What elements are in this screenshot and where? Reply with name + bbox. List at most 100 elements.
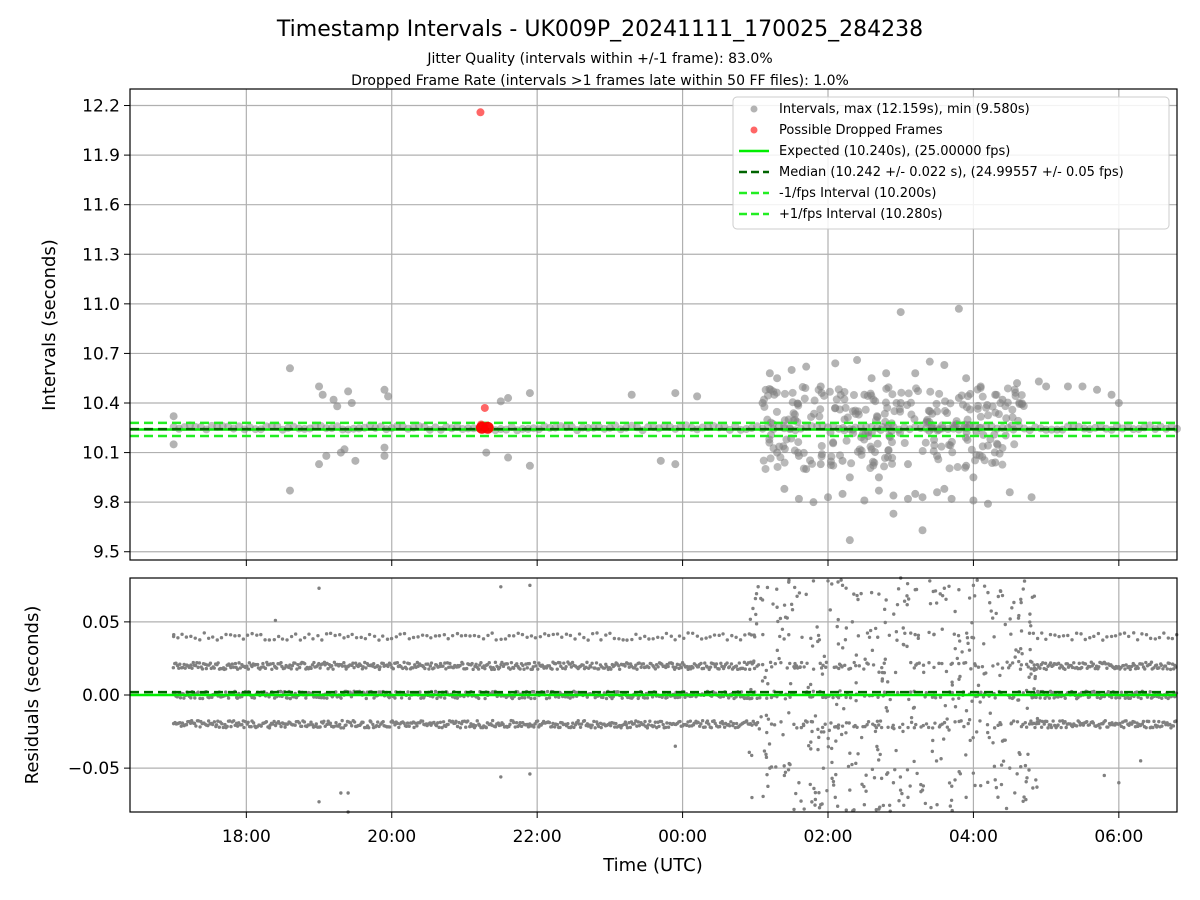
residual-band-point [394, 635, 399, 639]
residual-band-point [557, 695, 561, 699]
residual-cluster-point [854, 653, 859, 657]
residual-band-point [985, 723, 990, 727]
residual-band-point [769, 695, 774, 700]
residual-cluster-point [778, 616, 783, 621]
residual-point [949, 798, 954, 802]
residual-cluster-point [783, 615, 788, 619]
residual-cluster-point [852, 592, 856, 596]
residual-cluster-point [790, 608, 795, 612]
residual-cluster-point [862, 667, 866, 671]
residual-band-point [684, 723, 689, 728]
interval-point [860, 496, 869, 505]
residual-point [869, 590, 874, 595]
x-tick-label: 20:00 [367, 827, 416, 847]
residual-band-point [344, 723, 348, 727]
interval-cluster-point [974, 401, 983, 410]
residual-point [1117, 781, 1121, 785]
residual-band-point [589, 665, 593, 669]
residual-band-point [648, 719, 652, 723]
interval-cluster-point [826, 457, 835, 466]
residual-band-point [992, 635, 996, 639]
residual-cluster-point [766, 717, 771, 721]
residual-band-point [532, 725, 536, 729]
residual-band-point [773, 661, 778, 666]
residual-cluster-point [799, 725, 804, 730]
residual-cluster-point [860, 782, 864, 786]
intervals-axes-frame [129, 88, 1178, 561]
residuals-reference-lines [130, 690, 1177, 697]
interval-cluster-point [945, 464, 954, 473]
residual-band-point [226, 696, 231, 700]
residual-band-point [505, 662, 510, 666]
residual-cluster-point [816, 727, 820, 732]
residual-band-point [479, 660, 483, 665]
residual-band-point [1110, 695, 1114, 700]
residual-band-point [519, 724, 524, 729]
interval-point [903, 494, 912, 503]
residual-band-point [339, 726, 343, 730]
residual-cluster-point [876, 758, 881, 762]
residual-band-point [178, 696, 183, 700]
residual-band-point [455, 696, 460, 700]
residual-cluster-point [749, 633, 754, 637]
interval-cluster-point [854, 410, 863, 419]
residual-band-point [516, 631, 520, 635]
residual-band-point [933, 696, 938, 700]
residual-band-point [758, 696, 762, 700]
residual-band-point [945, 725, 950, 729]
residual-band-point [210, 635, 215, 639]
interval-cluster-point [825, 387, 834, 396]
residual-cluster-point [908, 784, 912, 788]
residual-band-point [367, 726, 371, 730]
residual-cluster-point [750, 795, 754, 800]
intervals-grid [130, 89, 1177, 560]
residual-band-point [1091, 662, 1096, 666]
residual-band-point [513, 725, 517, 729]
residual-point [528, 772, 532, 776]
residual-band-point [1140, 722, 1145, 726]
residual-band-point [1122, 631, 1127, 635]
residual-band-point [1085, 719, 1089, 724]
residual-cluster-point [813, 797, 818, 802]
residual-point [782, 773, 787, 778]
residual-band-point [229, 724, 233, 729]
residual-band-point [768, 660, 773, 665]
residual-point [811, 579, 816, 583]
interval-cluster-point [810, 396, 819, 405]
residual-cluster-point [1020, 652, 1024, 656]
residual-band-point [1026, 665, 1030, 669]
residual-cluster-point [761, 794, 765, 799]
interval-point [504, 394, 513, 403]
interval-cluster-point [867, 428, 876, 437]
residual-band-point [428, 664, 433, 668]
interval-cluster-point [982, 403, 991, 412]
residual-cluster-point [877, 670, 881, 674]
interval-point [889, 509, 898, 518]
residual-band-point [1123, 667, 1127, 671]
residual-band-point [240, 722, 244, 727]
residual-cluster-point [854, 761, 858, 766]
residual-cluster-point [1021, 799, 1025, 803]
residual-cluster-point [1025, 706, 1030, 710]
residual-cluster-point [916, 636, 921, 641]
legend-label-minus: -1/fps Interval (10.200s) [779, 186, 936, 201]
residual-cluster-point [1001, 759, 1006, 763]
residual-band-point [518, 721, 522, 725]
residual-band-point [1132, 663, 1137, 667]
residual-cluster-point [844, 731, 848, 735]
residual-band-point [437, 634, 442, 638]
residual-band-point [1024, 662, 1029, 667]
residual-band-point [1076, 695, 1080, 700]
residual-band-point [959, 719, 963, 723]
residual-band-point [1011, 719, 1016, 723]
residual-cluster-point [810, 644, 815, 648]
residual-band-point [743, 633, 747, 637]
residual-band-point [1063, 720, 1067, 724]
residual-band-point [322, 719, 326, 723]
residual-band-point [220, 722, 224, 726]
residual-band-point [656, 665, 660, 669]
interval-point [918, 493, 927, 502]
intervals-y-ticks: 9.5 9.8 10.1 10.4 10.7 11.0 11.3 11.6 11.9 12.2 [82, 97, 130, 563]
residual-band-point [840, 665, 844, 669]
interval-point [962, 461, 971, 470]
